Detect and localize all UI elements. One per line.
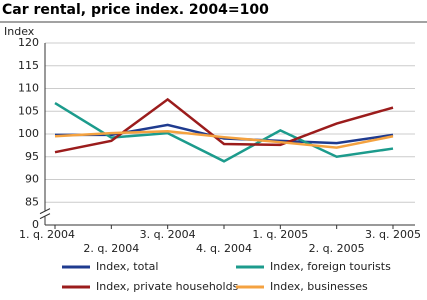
x-tick-label: 1. q. 2005	[252, 228, 308, 241]
x-tick-label: 3. q. 2004	[140, 228, 196, 241]
series-line	[54, 101, 394, 163]
y-tick-label: 95	[25, 150, 39, 163]
series-line	[55, 123, 394, 145]
axis-break	[40, 210, 50, 217]
y-tick-label: 105	[18, 104, 39, 117]
x-tick-label: 1. q. 2004	[19, 228, 75, 241]
y-tick-label: 100	[18, 127, 39, 140]
legend-label: Index, private households	[96, 280, 239, 293]
y-tick-label: 120	[18, 36, 39, 49]
legend-label: Index, total	[96, 260, 158, 273]
y-axis-label: Index	[4, 25, 35, 38]
series-line	[54, 130, 394, 149]
axis-break	[39, 213, 51, 220]
axis-break	[39, 208, 51, 215]
x-tick-label: 2. q. 2004	[83, 242, 139, 255]
y-tick-label: 90	[25, 173, 39, 186]
legend-label: Index, foreign tourists	[270, 260, 391, 273]
y-tick-label: 0	[32, 218, 39, 231]
x-tick-label: 3. q. 2005	[365, 228, 421, 241]
y-tick-label: 110	[18, 82, 39, 95]
x-tick-label: 4. q. 2004	[196, 242, 252, 255]
legend-label: Index, businesses	[270, 280, 368, 293]
y-tick-label: 85	[25, 195, 39, 208]
series-line	[54, 97, 394, 154]
chart-title: Car rental, price index. 2004=100	[2, 2, 269, 18]
y-tick-label: 115	[18, 59, 39, 72]
x-tick-label: 2. q. 2005	[309, 242, 365, 255]
